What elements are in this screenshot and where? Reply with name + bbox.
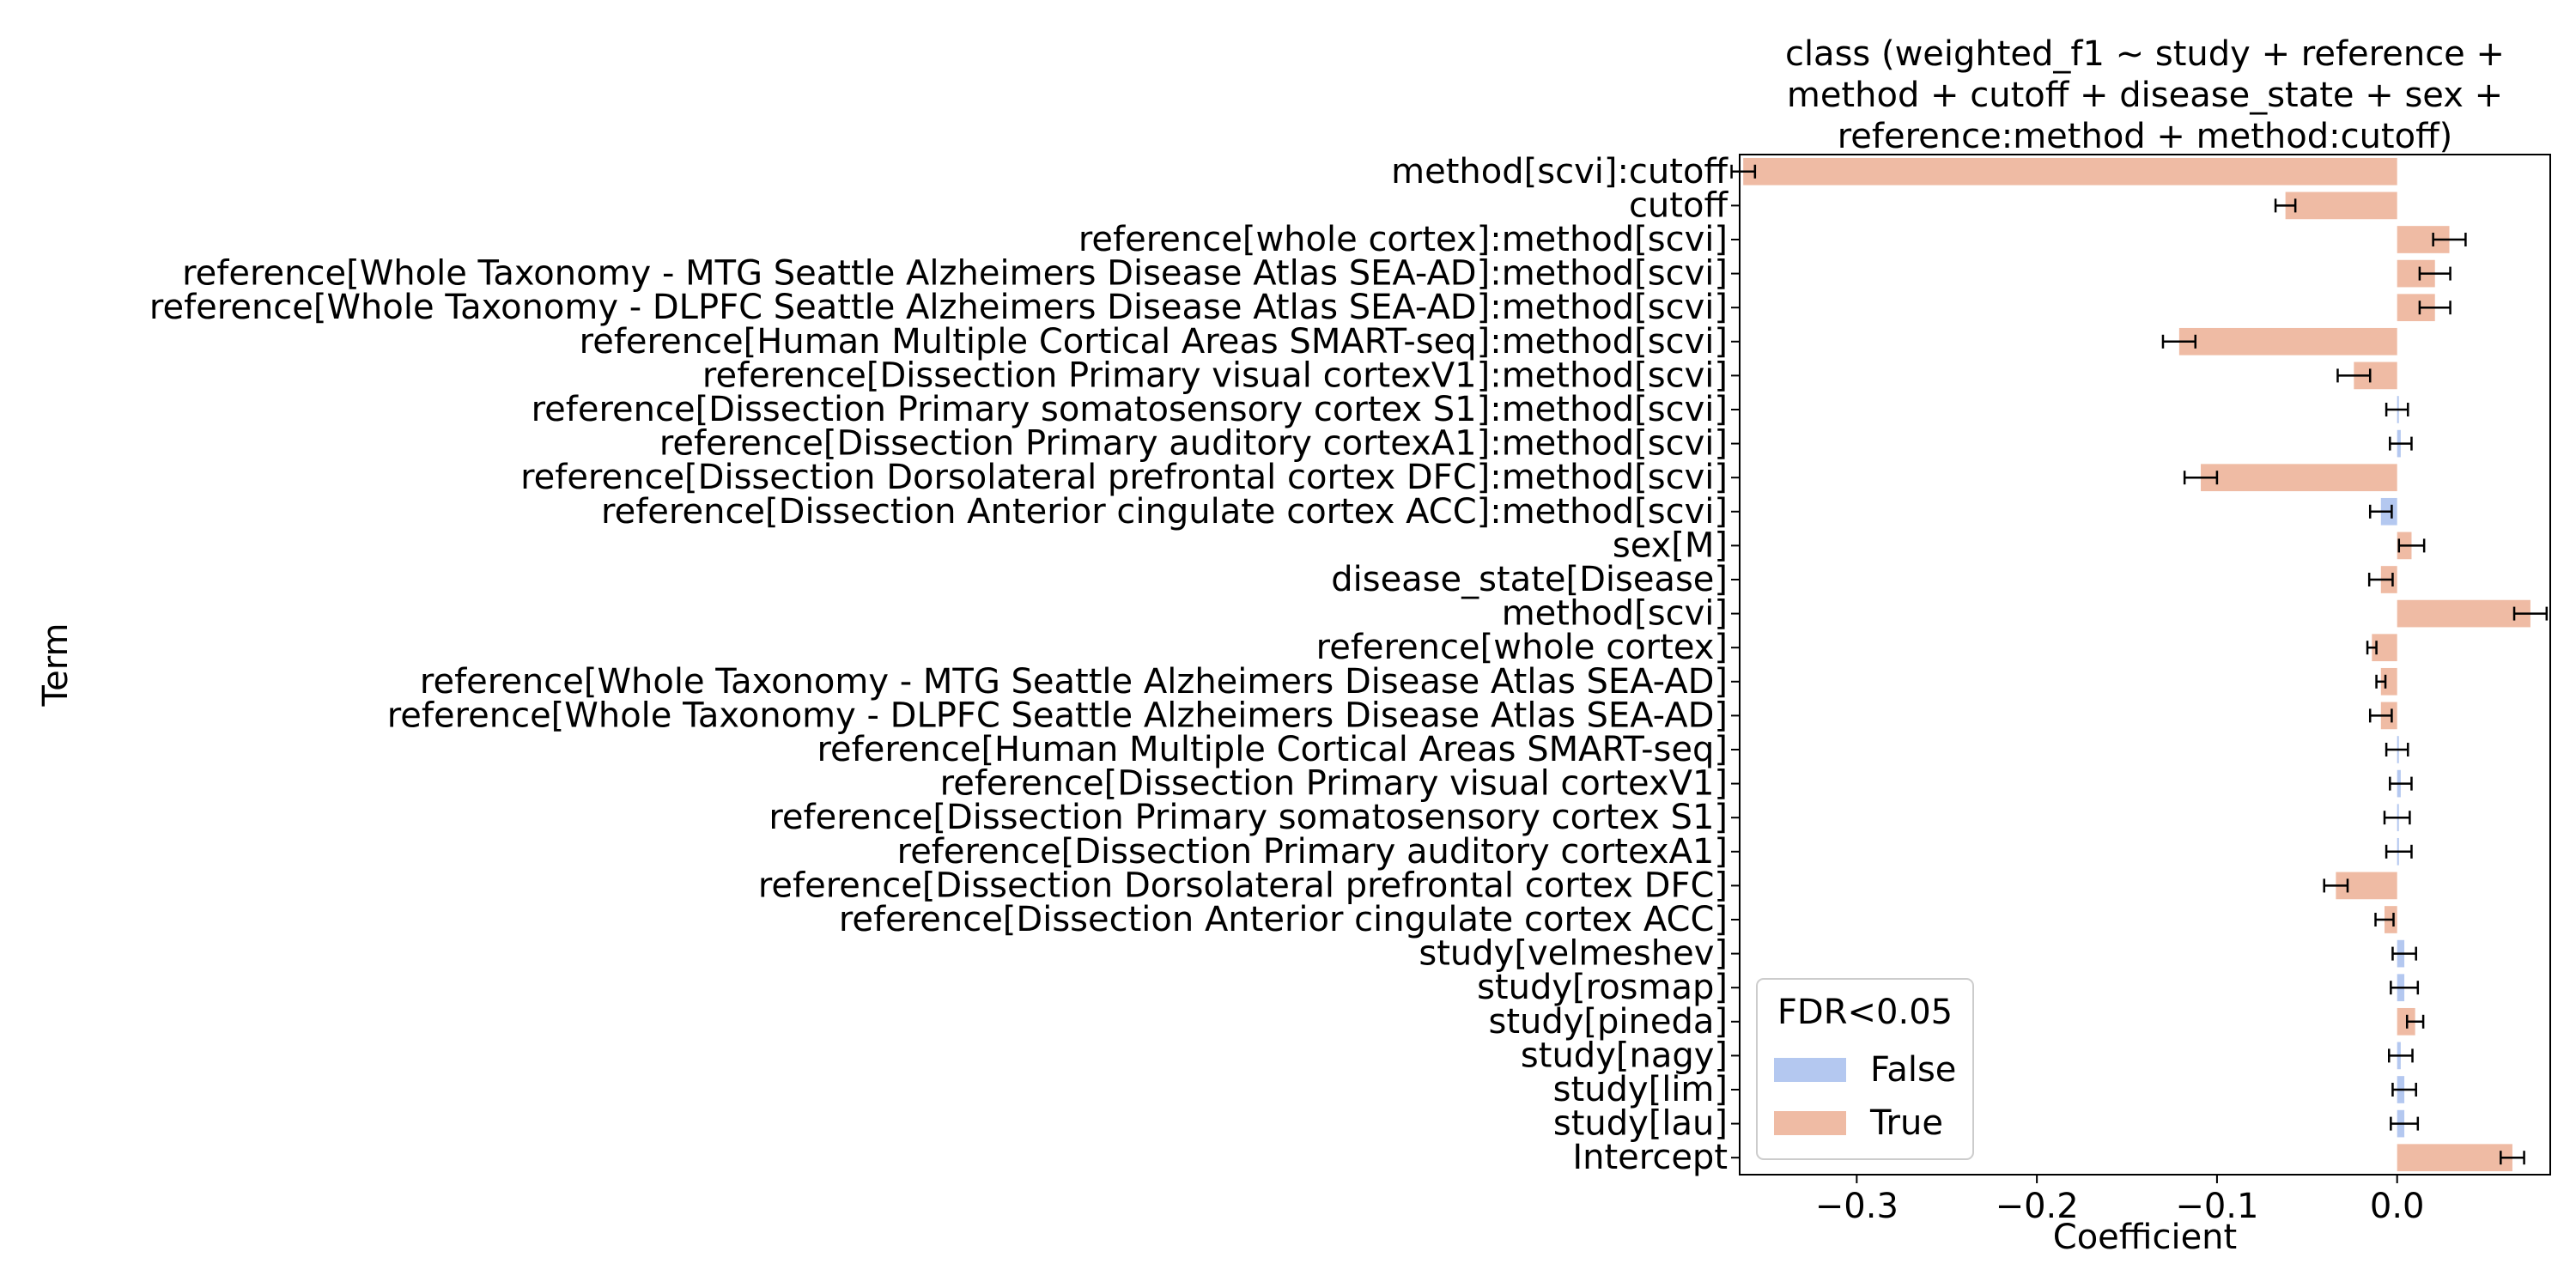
- y-tick-label: reference[Dissection Primary somatosenso…: [769, 798, 1728, 837]
- y-tick-label: reference[Human Multiple Cortical Areas …: [580, 322, 1728, 361]
- y-tick-label: reference[Human Multiple Cortical Areas …: [817, 730, 1728, 769]
- plot-frame: [1739, 154, 2551, 1176]
- y-tick-label: reference[Dissection Anterior cingulate …: [601, 492, 1728, 532]
- y-tick-label: study[pineda]: [1488, 1002, 1728, 1042]
- error-bar: [2387, 1048, 2414, 1063]
- legend-title: FDR<0.05: [1777, 993, 1953, 1032]
- error-bar: [2368, 708, 2393, 723]
- bar: [2201, 464, 2397, 492]
- y-tick-label: reference[Dissection Primary somatosenso…: [532, 390, 1728, 429]
- error-bar: [2397, 538, 2426, 553]
- y-tick-label: cutoff: [1629, 185, 1729, 225]
- bar: [1743, 157, 2397, 185]
- error-bar: [2390, 1116, 2420, 1131]
- legend-label: True: [1869, 1103, 1943, 1143]
- error-bar: [2385, 743, 2409, 756]
- error-bar: [2500, 1151, 2525, 1165]
- x-tick-label: −0.3: [1815, 1187, 1899, 1226]
- chart-title-line: class (weighted_f1 ~ study + reference +: [1785, 34, 2505, 74]
- y-tick-label: reference[Whole Taxonomy - MTG Seattle A…: [420, 662, 1728, 702]
- bars-layer: [1743, 157, 2530, 1172]
- error-bar: [2368, 504, 2393, 519]
- x-tick-label: −0.1: [2175, 1187, 2258, 1226]
- error-bar: [2391, 1083, 2417, 1097]
- y-tick-label: study[nagy]: [1521, 1036, 1728, 1075]
- y-tick-labels: method[scvi]:cutoffcutoffreference[whole…: [149, 152, 1740, 1177]
- error-bar: [2389, 776, 2413, 791]
- error-bar: [2391, 946, 2417, 961]
- error-bar: [2336, 368, 2372, 383]
- y-tick-label: reference[Dissection Primary visual cort…: [940, 764, 1728, 804]
- error-bar: [2366, 641, 2378, 655]
- bar: [2397, 1144, 2512, 1172]
- y-tick-label: disease_state[Disease]: [1331, 560, 1728, 599]
- y-tick-label: reference[Whole Taxonomy - MTG Seattle A…: [182, 254, 1728, 294]
- y-tick-label: method[scvi]: [1502, 594, 1728, 634]
- bar: [2178, 327, 2397, 355]
- y-tick-label: reference[whole cortex]: [1316, 628, 1728, 667]
- error-bar: [2418, 301, 2451, 315]
- error-bar: [2385, 403, 2409, 416]
- legend: FDR<0.05 False True: [1756, 978, 1974, 1160]
- chart-title-line: method + cutoff + disease_state + sex +: [1787, 76, 2503, 115]
- error-bar: [2390, 981, 2420, 995]
- error-bar: [2161, 334, 2196, 349]
- error-bar: [2374, 913, 2395, 927]
- y-tick-label: reference[whole cortex]:method[scvi]: [1078, 220, 1728, 259]
- y-tick-label: study[lau]: [1553, 1104, 1728, 1144]
- bar: [2285, 191, 2397, 220]
- x-axis-label: Coefficient: [2053, 1218, 2237, 1257]
- y-tick-label: sex[M]: [1613, 526, 1728, 565]
- y-tick-label: reference[Dissection Primary auditory co…: [659, 424, 1728, 464]
- error-bar: [2274, 198, 2297, 213]
- error-bar: [2512, 606, 2549, 621]
- y-tick-label: study[velmeshev]: [1419, 934, 1728, 974]
- bar: [2397, 599, 2530, 628]
- y-tick-label: reference[Whole Taxonomy - DLPFC Seattle…: [149, 288, 1728, 327]
- legend-swatch: [1774, 1111, 1846, 1135]
- error-bar: [2385, 844, 2413, 859]
- error-bar: [2383, 811, 2411, 825]
- y-tick-label: Intercept: [1572, 1138, 1728, 1177]
- error-bar: [2432, 233, 2467, 246]
- x-tick-label: 0.0: [2370, 1187, 2425, 1226]
- y-tick-label: study[rosmap]: [1477, 968, 1728, 1007]
- error-bar: [2367, 573, 2394, 586]
- chart-title-line: reference:method + method:cutoff): [1838, 117, 2453, 156]
- chart-title: class (weighted_f1 ~ study + reference +…: [1785, 34, 2505, 156]
- error-bar: [2405, 1014, 2425, 1029]
- y-tick-label: method[scvi]:cutoff: [1391, 152, 1728, 191]
- y-tick-label: reference[Whole Taxonomy - DLPFC Seattle…: [387, 696, 1728, 735]
- x-ticks: −0.3 −0.2 −0.1 0.0: [1815, 1175, 2425, 1226]
- x-tick-label: −0.2: [1996, 1187, 2079, 1226]
- y-tick-label: reference[Dissection Dorsolateral prefro…: [520, 458, 1728, 497]
- y-tick-label: study[lim]: [1553, 1070, 1728, 1109]
- legend-label: False: [1870, 1050, 1956, 1090]
- error-bar: [2323, 878, 2349, 893]
- error-bar: [2183, 471, 2219, 485]
- error-bar: [2375, 674, 2387, 689]
- legend-swatch: [1774, 1058, 1846, 1082]
- y-axis-label: Term: [36, 623, 76, 708]
- error-bars-layer: [1730, 164, 2549, 1165]
- y-tick-label: reference[Dissection Primary visual cort…: [702, 355, 1728, 395]
- error-bar: [2389, 436, 2413, 451]
- y-tick-label: reference[Dissection Primary auditory co…: [897, 832, 1728, 872]
- y-tick-label: reference[Dissection Anterior cingulate …: [839, 900, 1728, 939]
- y-tick-label: reference[Dissection Dorsolateral prefro…: [758, 866, 1728, 905]
- error-bar: [2418, 266, 2451, 281]
